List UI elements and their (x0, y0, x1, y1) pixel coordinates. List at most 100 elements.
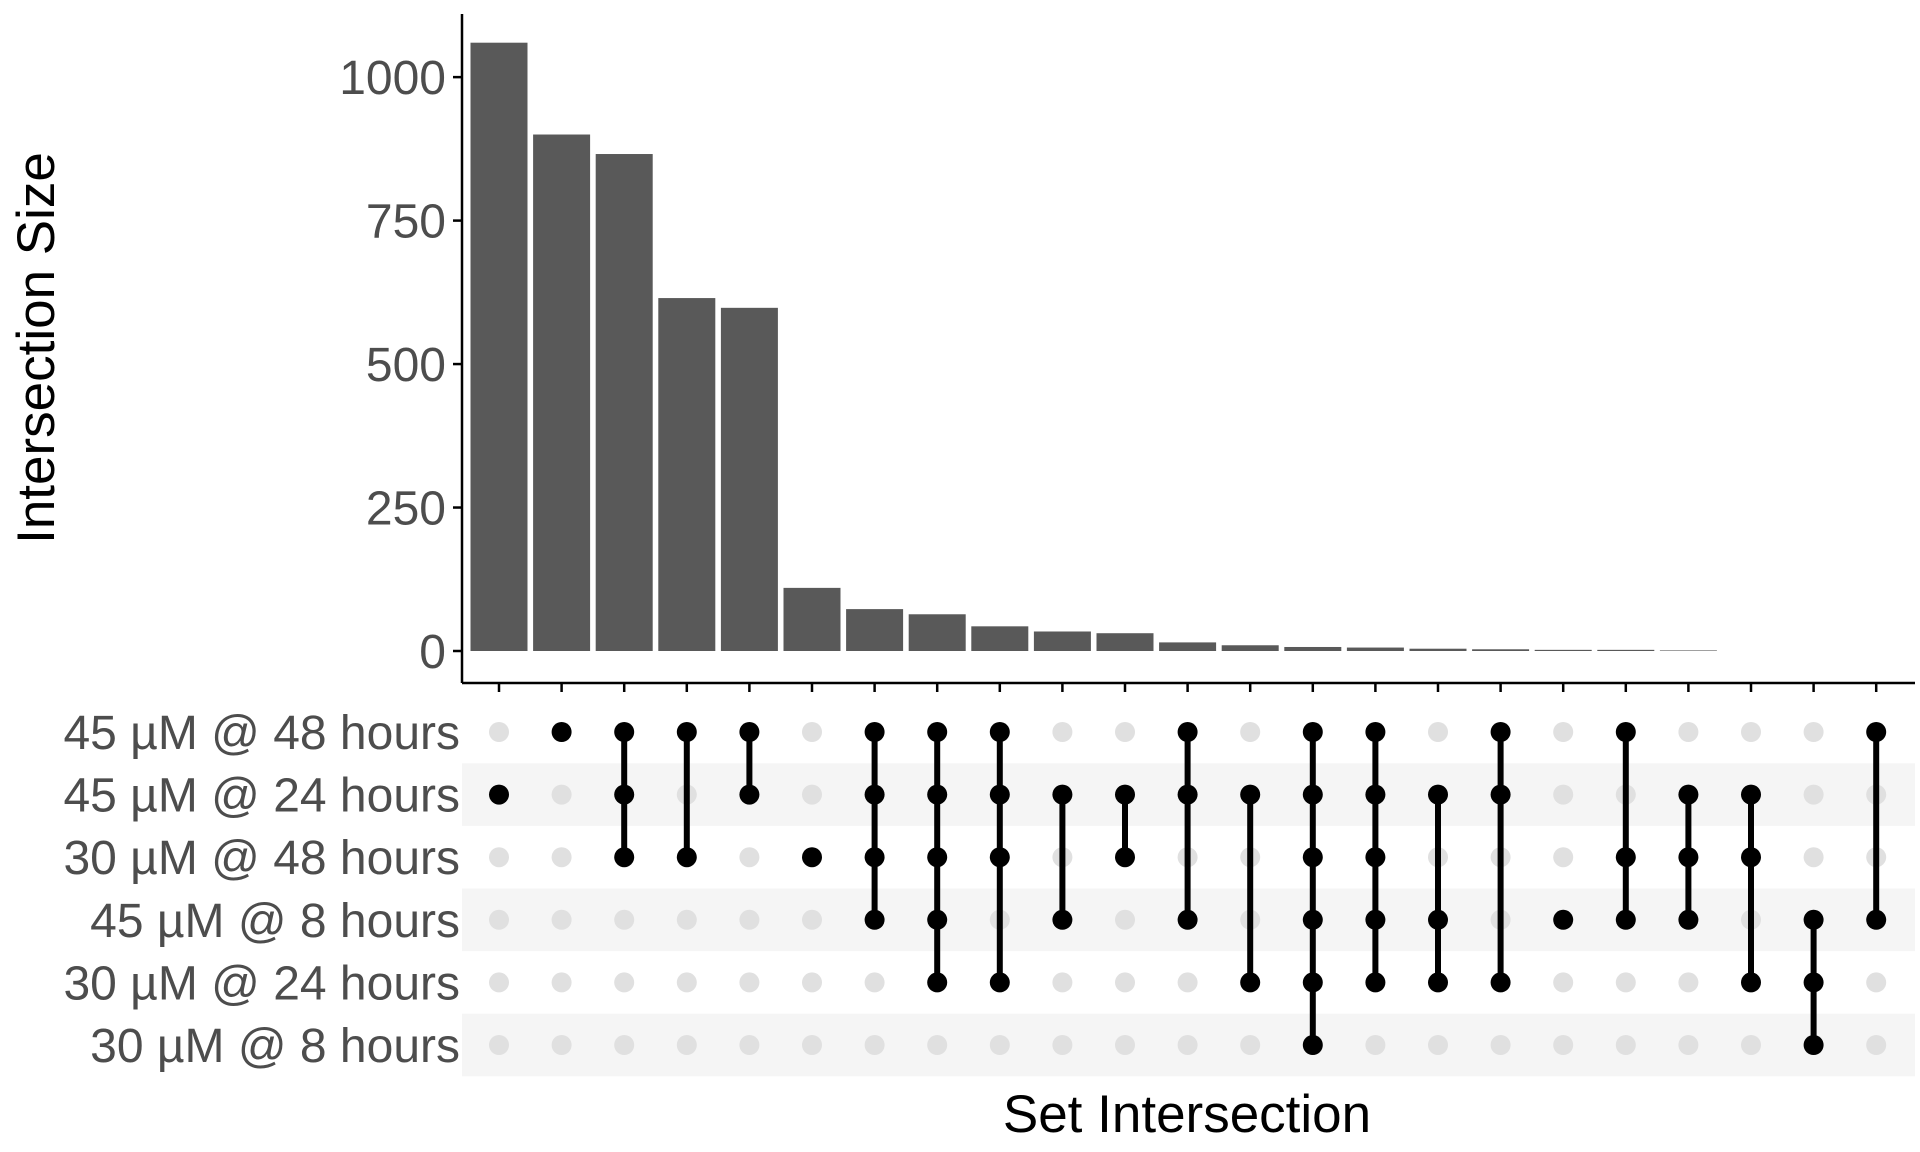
active-dot (927, 847, 948, 868)
x-axis-title: Set Intersection (1003, 1085, 1371, 1144)
inactive-dot (1553, 784, 1574, 805)
inactive-dot (1678, 1035, 1699, 1055)
active-dot (1803, 909, 1824, 930)
inactive-dot (1803, 722, 1824, 742)
active-dot (927, 972, 948, 993)
inactive-dot (1052, 722, 1073, 742)
inactive-dot (1052, 1035, 1073, 1055)
active-dot (1052, 784, 1073, 805)
active-dot (1428, 784, 1448, 805)
intersection-matrix (489, 722, 1887, 1055)
inactive-dot (1365, 1035, 1386, 1055)
inactive-dot (1428, 1035, 1448, 1055)
inactive-dot (802, 1035, 822, 1055)
active-dot (1615, 847, 1636, 868)
active-dot (1490, 972, 1511, 993)
inactive-dot (1177, 1035, 1198, 1055)
intersection-bar (720, 307, 778, 651)
inactive-dot (1177, 972, 1198, 993)
inactive-dot (802, 909, 822, 930)
inactive-dot (739, 909, 760, 930)
inactive-dot (1741, 1035, 1761, 1055)
active-dot (676, 847, 697, 868)
inactive-dot (864, 1035, 885, 1055)
intersection-bar (1534, 649, 1592, 651)
inactive-dot (489, 909, 509, 930)
inactive-dot (551, 1035, 572, 1055)
set-label: 30 µM @ 48 hours (63, 832, 460, 885)
inactive-dot (1052, 972, 1073, 993)
active-dot (489, 784, 509, 805)
active-dot (927, 909, 948, 930)
inactive-dot (802, 784, 822, 805)
set-labels: 45 µM @ 48 hours 45 µM @ 24 hours 30 µM @ … (63, 707, 460, 1073)
inactive-dot (1428, 722, 1448, 742)
active-dot (1177, 722, 1198, 742)
inactive-dot (614, 909, 635, 930)
active-dot (802, 847, 822, 868)
active-dot (1302, 784, 1323, 805)
intersection-bar (1472, 649, 1530, 651)
intersection-bar (533, 134, 591, 651)
active-dot (1866, 909, 1887, 930)
intersection-bar (1096, 633, 1154, 651)
active-dot (1177, 784, 1198, 805)
inactive-dot (1678, 722, 1699, 742)
active-dot (739, 722, 760, 742)
inactive-dot (739, 847, 760, 868)
y-tick-label: 750 (366, 196, 446, 249)
active-dot (989, 847, 1010, 868)
active-dot (1803, 1035, 1824, 1055)
intersection-bar (1659, 650, 1717, 651)
inactive-dot (1803, 847, 1824, 868)
intersection-bar (1159, 642, 1217, 651)
active-dot (1741, 972, 1761, 993)
inactive-dot (551, 972, 572, 993)
inactive-dot (1866, 1035, 1887, 1055)
inactive-dot (489, 722, 509, 742)
active-dot (676, 722, 697, 742)
inactive-dot (489, 847, 509, 868)
active-dot (989, 722, 1010, 742)
inactive-dot (864, 972, 885, 993)
active-dot (1302, 1035, 1323, 1055)
intersection-bar (470, 42, 528, 651)
active-dot (1365, 722, 1386, 742)
inactive-dot (551, 847, 572, 868)
active-dot (1490, 722, 1511, 742)
intersection-bar (846, 609, 904, 651)
active-dot (1177, 909, 1198, 930)
active-dot (551, 722, 572, 742)
inactive-dot (551, 909, 572, 930)
active-dot (1302, 909, 1323, 930)
x-axis (462, 681, 1915, 692)
set-label: 45 µM @ 48 hours (63, 707, 460, 760)
y-tick-label: 0 (419, 626, 446, 679)
intersection-bar (783, 587, 841, 651)
active-dot (1052, 909, 1073, 930)
intersection-bars (470, 42, 1717, 652)
active-dot (1678, 847, 1699, 868)
inactive-dot (1115, 1035, 1135, 1055)
y-tick-label: 250 (366, 483, 446, 536)
active-dot (1678, 784, 1699, 805)
intersection-bar (1346, 647, 1404, 651)
inactive-dot (739, 1035, 760, 1055)
set-label: 45 µM @ 8 hours (90, 895, 460, 948)
intersection-bar (1409, 648, 1467, 651)
active-dot (739, 784, 760, 805)
active-dot (864, 722, 885, 742)
active-dot (1428, 972, 1448, 993)
intersection-bar (1284, 646, 1342, 651)
inactive-dot (802, 722, 822, 742)
active-dot (1302, 847, 1323, 868)
active-dot (614, 847, 635, 868)
intersection-bar (908, 614, 966, 651)
active-dot (1615, 722, 1636, 742)
active-dot (1365, 972, 1386, 993)
inactive-dot (676, 909, 697, 930)
active-dot (927, 722, 948, 742)
y-tick-label: 500 (366, 339, 446, 392)
active-dot (1365, 784, 1386, 805)
